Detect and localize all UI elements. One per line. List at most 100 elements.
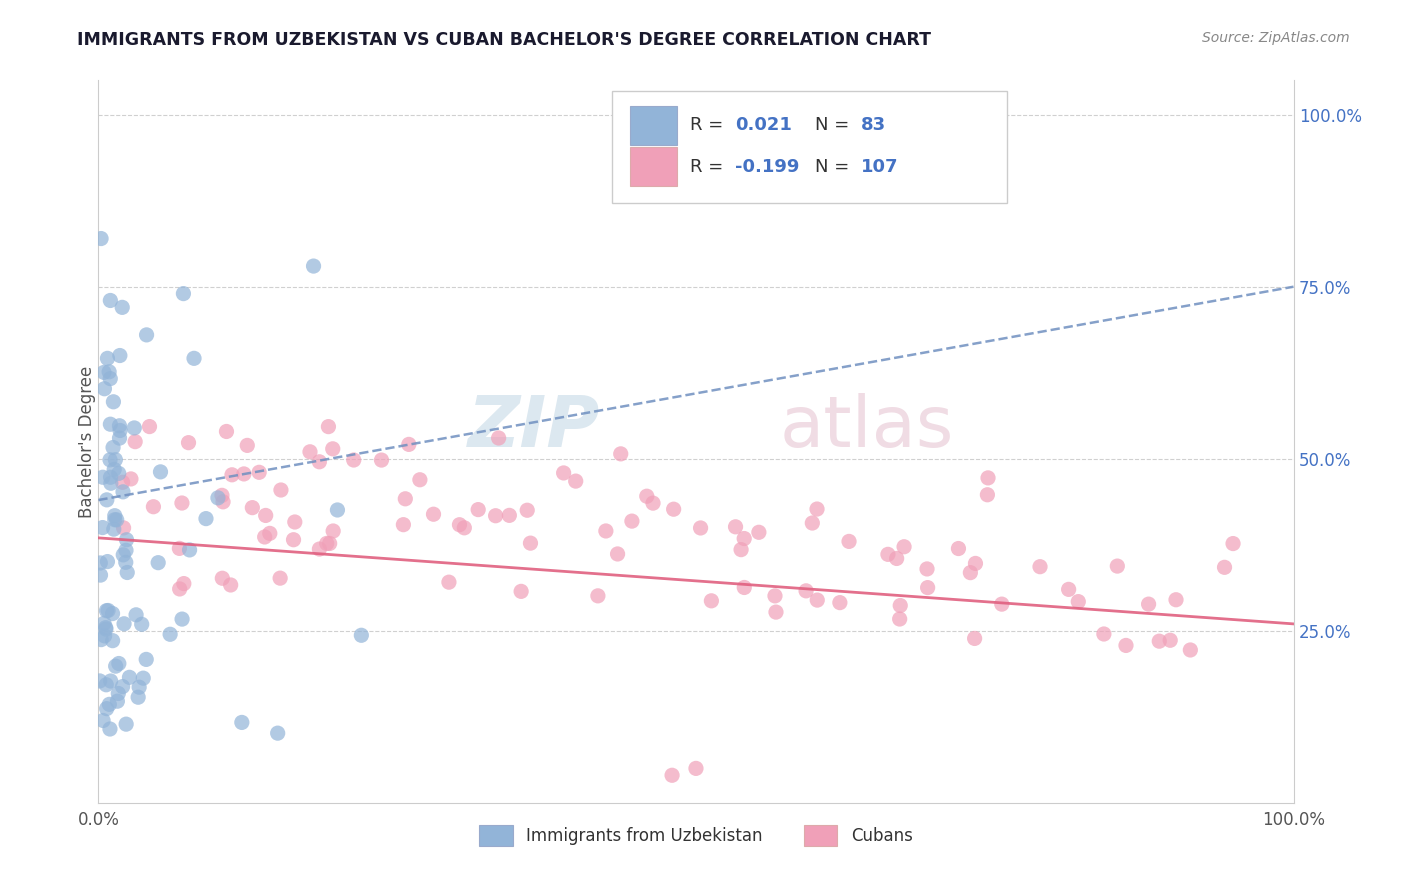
Point <box>636 489 658 503</box>
Point <box>173 576 195 591</box>
Point <box>135 652 157 666</box>
Point <box>211 571 233 585</box>
Point <box>1137 597 1160 611</box>
Point <box>1149 634 1171 648</box>
Point <box>370 453 392 467</box>
FancyBboxPatch shape <box>630 147 676 186</box>
Point <box>283 533 305 547</box>
Point <box>801 516 824 530</box>
Point <box>100 476 122 491</box>
Point <box>138 419 160 434</box>
Point <box>195 511 218 525</box>
Point <box>96 351 118 366</box>
Point <box>269 571 291 585</box>
Point <box>254 508 277 523</box>
Point <box>115 533 138 547</box>
Point <box>685 761 707 775</box>
Point <box>889 612 911 626</box>
Point <box>111 680 134 694</box>
Point <box>90 632 112 647</box>
Point <box>120 472 142 486</box>
Point <box>315 536 337 550</box>
Point <box>114 555 136 569</box>
Point <box>177 435 200 450</box>
Point <box>318 536 340 550</box>
Point <box>409 473 432 487</box>
Point <box>298 445 321 459</box>
Point <box>93 382 115 396</box>
Point <box>838 534 860 549</box>
Point <box>308 542 330 557</box>
Point <box>98 453 121 467</box>
Point <box>948 541 970 556</box>
Point <box>93 616 115 631</box>
Text: R =: R = <box>690 158 728 176</box>
Point <box>893 540 915 554</box>
Point <box>963 632 986 646</box>
Point <box>1213 560 1236 574</box>
Point <box>124 434 146 449</box>
Point <box>1092 627 1115 641</box>
Point <box>112 521 135 535</box>
Point <box>135 327 157 342</box>
Point <box>98 698 121 712</box>
Point <box>516 503 538 517</box>
Point <box>595 524 617 538</box>
Point <box>889 599 911 613</box>
Point <box>103 522 125 536</box>
Point <box>100 673 122 688</box>
Point <box>108 431 131 445</box>
Point <box>89 556 111 570</box>
Point <box>108 349 131 363</box>
Point <box>219 578 242 592</box>
Point <box>253 530 276 544</box>
Point <box>207 491 229 505</box>
Point <box>149 465 172 479</box>
Point <box>485 508 508 523</box>
Point <box>211 488 233 502</box>
Point <box>183 351 205 366</box>
Text: 107: 107 <box>860 158 898 176</box>
Point <box>91 520 114 534</box>
Y-axis label: Bachelor's Degree: Bachelor's Degree <box>79 366 96 517</box>
Point <box>240 500 263 515</box>
FancyBboxPatch shape <box>613 91 1007 203</box>
Point <box>763 589 786 603</box>
Point <box>247 465 270 479</box>
Point <box>97 603 120 617</box>
Point <box>564 474 586 488</box>
Point <box>394 491 416 506</box>
Point <box>1159 633 1181 648</box>
Point <box>806 593 828 607</box>
Point <box>806 502 828 516</box>
Point <box>94 622 117 636</box>
Point <box>350 628 373 642</box>
Point <box>104 513 127 527</box>
Text: IMMIGRANTS FROM UZBEKISTAN VS CUBAN BACHELOR'S DEGREE CORRELATION CHART: IMMIGRANTS FROM UZBEKISTAN VS CUBAN BACH… <box>77 31 931 49</box>
Point <box>124 421 146 435</box>
Point <box>91 470 114 484</box>
Point <box>98 293 121 308</box>
Point <box>1164 592 1187 607</box>
Point <box>449 517 471 532</box>
Point <box>98 371 121 385</box>
FancyBboxPatch shape <box>630 105 676 145</box>
Point <box>231 715 253 730</box>
Point <box>215 425 238 439</box>
Point <box>101 441 124 455</box>
Point <box>159 627 181 641</box>
Point <box>1115 639 1137 653</box>
Point <box>115 717 138 731</box>
Text: R =: R = <box>690 116 728 134</box>
Point <box>915 562 938 576</box>
Point <box>169 541 191 556</box>
Point <box>142 500 165 514</box>
Point <box>127 690 149 705</box>
Point <box>170 496 193 510</box>
Point <box>1107 559 1129 574</box>
Point <box>90 231 112 245</box>
Point <box>93 365 115 379</box>
Legend: Immigrants from Uzbekistan, Cubans: Immigrants from Uzbekistan, Cubans <box>472 819 920 852</box>
Point <box>977 471 1000 485</box>
Point <box>107 467 129 481</box>
